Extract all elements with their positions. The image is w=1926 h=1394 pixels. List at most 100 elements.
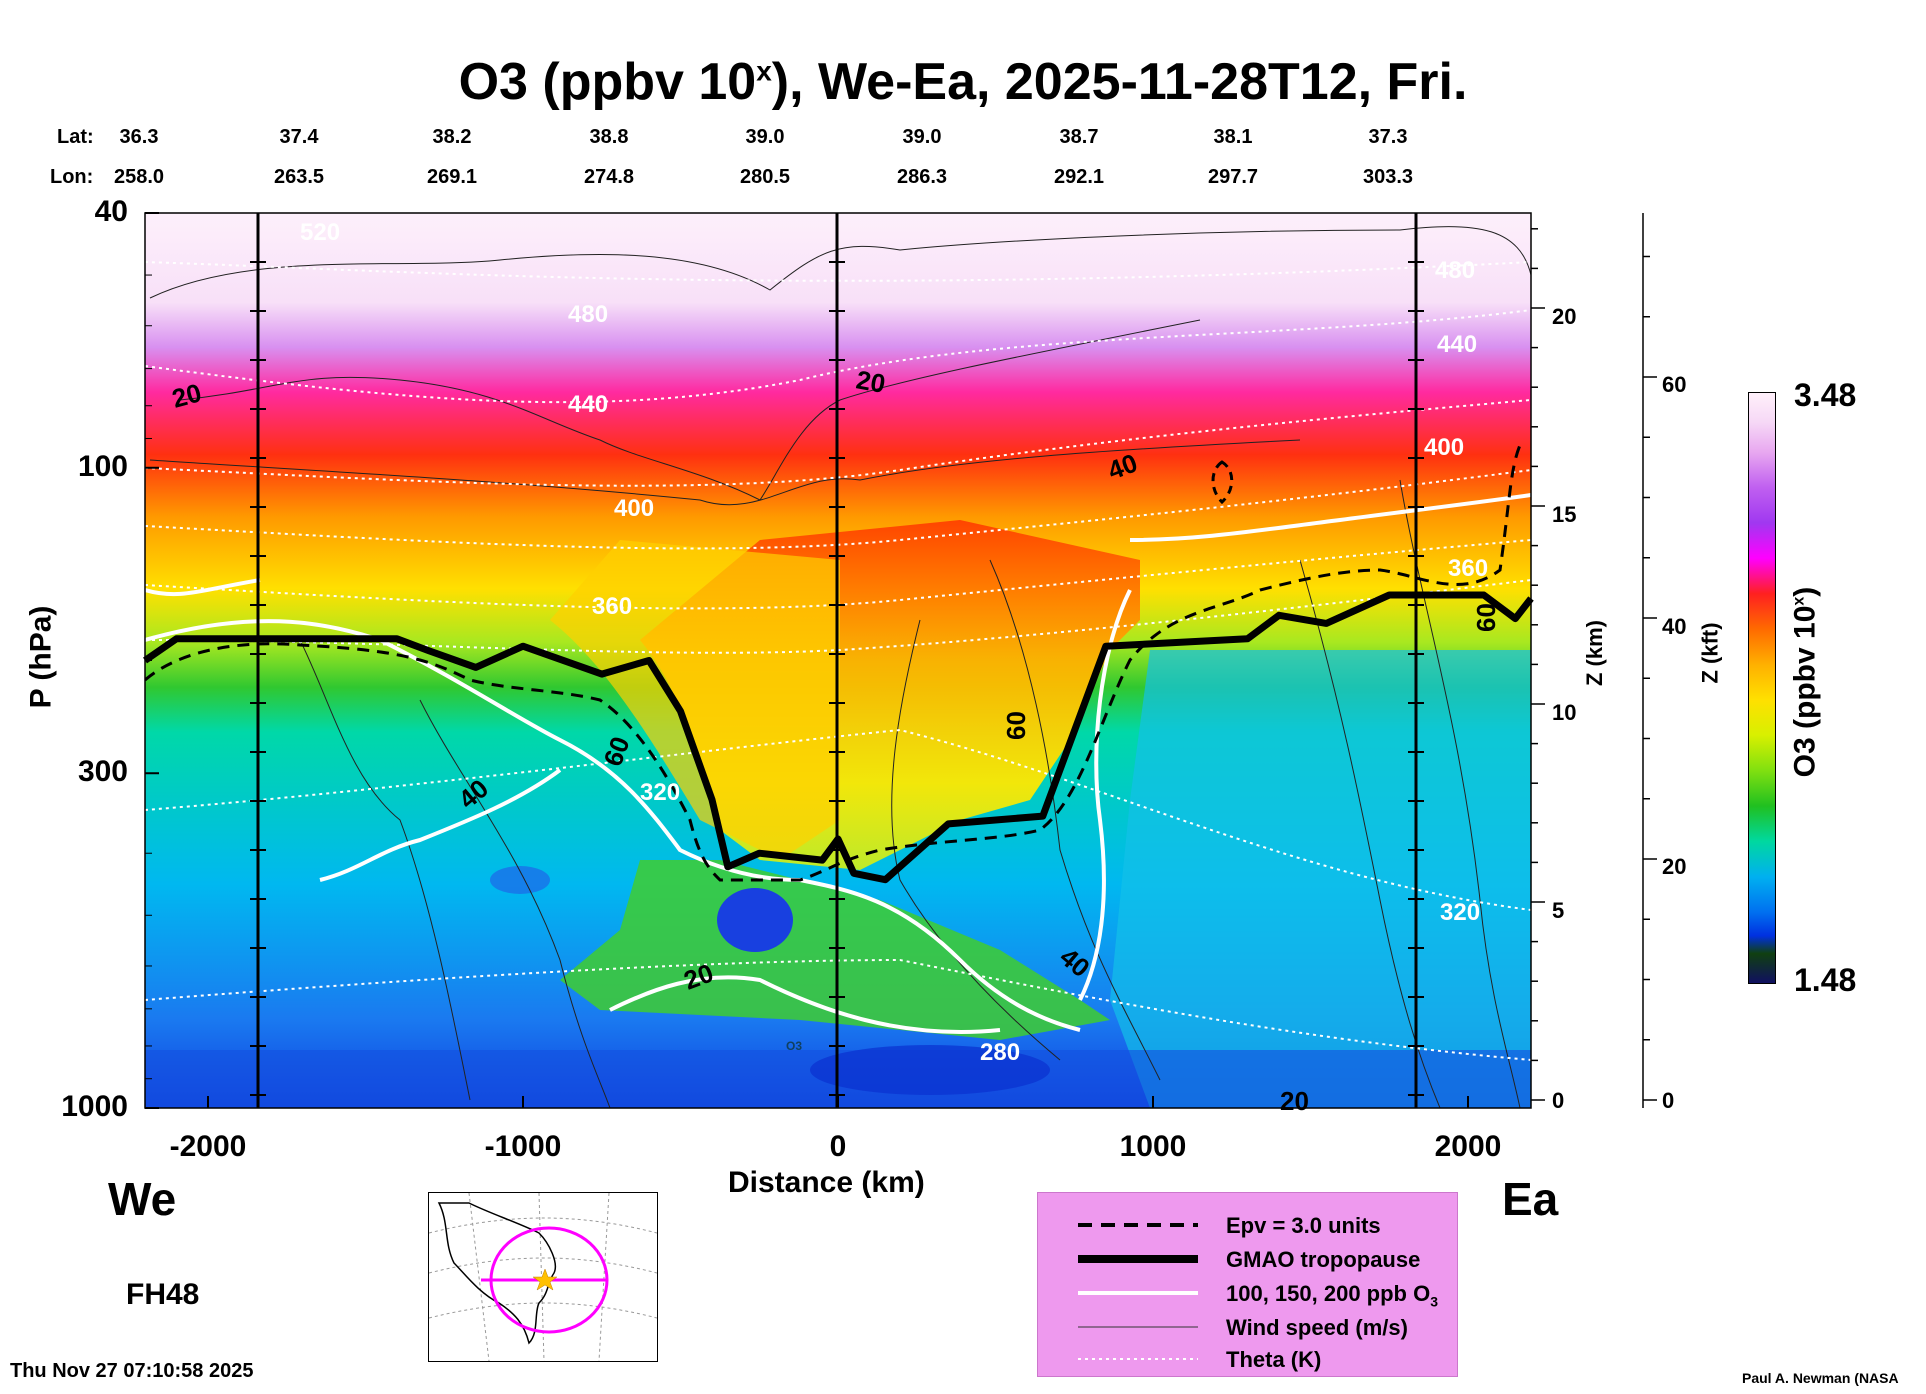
theta-label: 480 xyxy=(1435,257,1475,284)
z-kft-tick-label: 40 xyxy=(1662,614,1687,639)
lat-value: 39.0 xyxy=(745,126,785,148)
epv-contour-closed xyxy=(1211,460,1234,505)
theta-label: 480 xyxy=(568,301,608,328)
ref-line-ticks xyxy=(250,261,1424,1096)
lat-value: 38.2 xyxy=(432,126,472,148)
legend-epv-swatch xyxy=(1078,1223,1198,1227)
z-kft-tick-label: 60 xyxy=(1662,372,1687,397)
o3-low-pocket xyxy=(717,888,793,952)
o3-intrusion-core xyxy=(550,540,840,860)
p-tick-label: 100 xyxy=(77,449,128,483)
theta-label: 360 xyxy=(592,593,632,620)
o3-small-label: O3 xyxy=(786,1039,802,1053)
x-tick-label: 0 xyxy=(829,1130,847,1163)
lon-label: Lon: xyxy=(50,166,94,188)
legend-o3-swatch xyxy=(1078,1291,1198,1295)
theta-label: 440 xyxy=(568,391,608,418)
lat-value: 36.3 xyxy=(119,126,159,148)
theta-label: 400 xyxy=(614,495,654,522)
theta-contours xyxy=(145,261,1531,1061)
legend-item-o3-ppb: 100, 150, 200 ppb O3 xyxy=(1038,1278,1457,1309)
theta-label: 360 xyxy=(1448,555,1488,582)
lon-value: 280.5 xyxy=(739,166,791,188)
inset-map xyxy=(428,1192,658,1362)
colorbar-min: 1.48 xyxy=(1794,962,1857,998)
p-axis-ticks xyxy=(145,212,159,1109)
o3-low-surface xyxy=(810,1045,1050,1095)
theta-label: 400 xyxy=(1424,434,1464,461)
wind-speed-contours xyxy=(149,225,1531,1108)
x-tick-label: 1000 xyxy=(1119,1130,1187,1163)
theta-label: 520 xyxy=(300,219,340,246)
o3-green-band xyxy=(560,860,1110,1040)
colorbar-max: 3.48 xyxy=(1794,377,1857,413)
theta-label: 280 xyxy=(980,1039,1020,1066)
z-km-tick-label: 15 xyxy=(1552,502,1577,527)
p-tick-label: 1000 xyxy=(61,1090,128,1123)
legend-theta-swatch xyxy=(1078,1358,1198,1360)
lat-value: 37.3 xyxy=(1368,126,1408,148)
z-km-tick-label: 20 xyxy=(1552,304,1577,329)
z-km-axis-label: Z (km) xyxy=(1582,620,1607,686)
epv-contour xyxy=(145,444,1522,882)
z-km-axis xyxy=(1531,228,1545,1101)
z-kft-tick-label: 20 xyxy=(1662,854,1687,879)
star-icon xyxy=(532,1268,558,1291)
wind-speed-label: 60 xyxy=(1001,711,1031,740)
east-label: Ea xyxy=(1502,1173,1559,1225)
z-kft-tick-label: 0 xyxy=(1662,1088,1675,1113)
west-label: We xyxy=(108,1173,177,1225)
lon-value: 297.7 xyxy=(1207,166,1259,188)
lat-value: 38.7 xyxy=(1059,126,1099,148)
forecast-hour: FH48 xyxy=(126,1278,200,1311)
chart-title: O3 (ppbv 10x), We-Ea, 2025-11-28T12, Fri… xyxy=(458,53,1468,111)
legend-item-epv: Epv = 3.0 units xyxy=(1038,1210,1457,1240)
o3-low-pocket-2 xyxy=(490,866,550,894)
inset-coastline xyxy=(437,1202,556,1345)
legend-item-theta: Theta (K) xyxy=(1038,1344,1457,1374)
lon-value: 263.5 xyxy=(273,166,325,188)
lat-value: 39.0 xyxy=(902,126,942,148)
legend-item-tropopause: GMAO tropopause xyxy=(1038,1244,1457,1274)
x-tick-label: -1000 xyxy=(484,1130,562,1163)
y-axis-label: P (hPa) xyxy=(24,605,58,709)
o3-ppb-contours xyxy=(145,493,1531,1034)
lon-value: 292.1 xyxy=(1053,166,1105,188)
z-km-tick-label: 10 xyxy=(1552,700,1577,725)
x-axis-ticks xyxy=(207,1096,1469,1108)
z-km-tick-label: 5 xyxy=(1552,898,1565,923)
lat-label: Lat: xyxy=(57,126,94,148)
wind-speed-label: 20 xyxy=(854,364,888,399)
wind-speed-label: 20 xyxy=(1280,1086,1309,1116)
p-tick-label: 300 xyxy=(77,755,128,789)
z-kft-axis-label: Z (kft) xyxy=(1697,622,1723,684)
legend: Epv = 3.0 units GMAO tropopause 100, 150… xyxy=(1037,1192,1458,1377)
legend-tropopause-swatch xyxy=(1078,1255,1198,1263)
z-kft-axis xyxy=(1642,213,1657,1108)
lon-value: 269.1 xyxy=(426,166,478,188)
z-km-tick-label: 0 xyxy=(1552,1088,1565,1113)
o3-east-tropo xyxy=(1110,650,1531,1108)
theta-label: 320 xyxy=(1440,899,1480,926)
x-tick-label: -2000 xyxy=(169,1130,247,1163)
p-tick-label: 40 xyxy=(94,195,128,228)
footer-timestamp: Thu Nov 27 07:10:58 2025 xyxy=(10,1360,254,1382)
colorbar xyxy=(1748,392,1776,984)
lat-value: 38.1 xyxy=(1213,126,1253,148)
lon-value: 274.8 xyxy=(583,166,635,188)
legend-wind-swatch xyxy=(1078,1326,1198,1328)
x-axis-label: Distance (km) xyxy=(728,1166,925,1199)
legend-item-wind: Wind speed (m/s) xyxy=(1038,1312,1457,1342)
wind-speed-label: 60 xyxy=(1471,603,1501,632)
lat-value: 38.8 xyxy=(589,126,629,148)
lon-value: 258.0 xyxy=(113,166,165,188)
inset-map-svg xyxy=(429,1193,657,1361)
footer-credit: Paul A. Newman (NASA xyxy=(1742,1370,1899,1386)
lon-value: 303.3 xyxy=(1362,166,1414,188)
theta-label: 320 xyxy=(640,779,680,806)
x-tick-label: 2000 xyxy=(1434,1130,1502,1163)
colorbar-label: O3 (ppbv 10x) xyxy=(1788,586,1822,778)
theta-label: 440 xyxy=(1437,331,1477,358)
lon-value: 286.3 xyxy=(896,166,948,188)
